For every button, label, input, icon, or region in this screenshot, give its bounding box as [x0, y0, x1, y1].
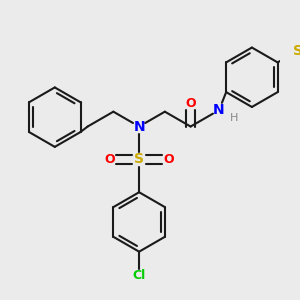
Text: O: O: [104, 153, 115, 166]
Text: S: S: [134, 152, 144, 167]
Text: O: O: [164, 153, 174, 166]
Text: O: O: [185, 97, 196, 110]
Text: Cl: Cl: [133, 269, 146, 282]
Text: N: N: [133, 119, 145, 134]
Text: H: H: [230, 113, 238, 123]
Text: S: S: [293, 44, 300, 58]
Text: N: N: [213, 103, 225, 117]
